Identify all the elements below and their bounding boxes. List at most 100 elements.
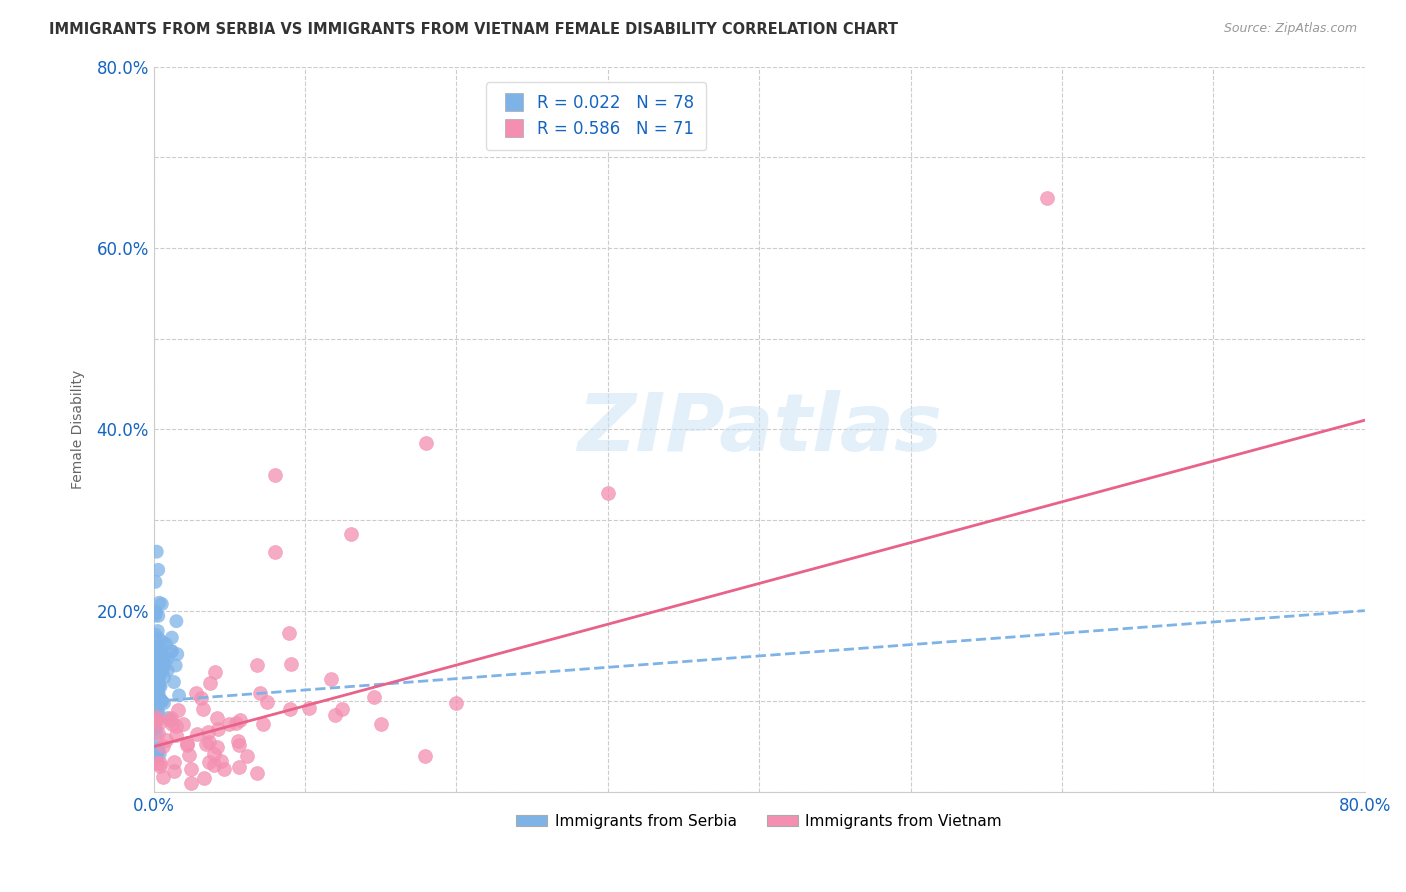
Point bbox=[212, 762, 235, 776]
Point bbox=[363, 690, 385, 704]
Point bbox=[186, 727, 208, 741]
Point bbox=[218, 717, 240, 731]
Point bbox=[249, 686, 271, 700]
Point bbox=[152, 770, 174, 784]
Point bbox=[245, 657, 267, 672]
Point bbox=[160, 645, 183, 659]
Point bbox=[252, 717, 274, 731]
Point bbox=[145, 650, 167, 665]
Point bbox=[145, 681, 167, 696]
Point bbox=[143, 640, 166, 654]
Point bbox=[277, 625, 299, 640]
Point bbox=[148, 647, 170, 661]
Point bbox=[190, 691, 212, 706]
Point bbox=[149, 747, 172, 761]
Point bbox=[152, 662, 174, 676]
Point bbox=[148, 670, 170, 684]
Point bbox=[145, 574, 167, 589]
Text: Source: ZipAtlas.com: Source: ZipAtlas.com bbox=[1223, 22, 1357, 36]
Point bbox=[160, 711, 183, 725]
Point bbox=[166, 703, 188, 717]
Point bbox=[596, 485, 619, 500]
Point bbox=[148, 744, 170, 758]
Point bbox=[148, 679, 170, 693]
Point bbox=[146, 702, 169, 716]
Point bbox=[197, 755, 219, 769]
Point bbox=[413, 748, 436, 763]
Point bbox=[176, 738, 198, 752]
Point bbox=[149, 714, 172, 729]
Point bbox=[163, 675, 186, 690]
Point bbox=[246, 766, 269, 780]
Point bbox=[163, 764, 186, 778]
Point bbox=[179, 748, 201, 763]
Point bbox=[145, 605, 167, 619]
Point bbox=[165, 614, 187, 628]
Point bbox=[160, 717, 183, 731]
Point bbox=[195, 737, 218, 751]
Point bbox=[280, 702, 302, 716]
Point bbox=[145, 690, 167, 705]
Point bbox=[150, 597, 173, 611]
Point bbox=[150, 695, 173, 709]
Point bbox=[180, 776, 202, 790]
Point bbox=[325, 707, 347, 722]
Point bbox=[143, 701, 166, 715]
Point bbox=[152, 655, 174, 669]
Point bbox=[143, 691, 166, 706]
Text: IMMIGRANTS FROM SERBIA VS IMMIGRANTS FROM VIETNAM FEMALE DISABILITY CORRELATION : IMMIGRANTS FROM SERBIA VS IMMIGRANTS FRO… bbox=[49, 22, 898, 37]
Point bbox=[148, 675, 170, 690]
Point bbox=[150, 654, 173, 668]
Point bbox=[146, 681, 169, 695]
Point bbox=[202, 747, 225, 762]
Point bbox=[204, 665, 226, 679]
Point bbox=[263, 544, 285, 558]
Point bbox=[153, 659, 176, 673]
Point bbox=[263, 467, 285, 482]
Point bbox=[149, 679, 172, 693]
Point bbox=[148, 669, 170, 683]
Point bbox=[228, 739, 250, 753]
Point bbox=[229, 713, 252, 727]
Point bbox=[146, 713, 169, 727]
Point bbox=[165, 719, 187, 733]
Point bbox=[155, 637, 177, 651]
Point bbox=[145, 640, 167, 655]
Point bbox=[207, 722, 229, 736]
Point bbox=[149, 756, 172, 771]
Point bbox=[145, 606, 167, 620]
Point bbox=[166, 647, 188, 661]
Point bbox=[145, 656, 167, 670]
Point bbox=[197, 735, 219, 749]
Point bbox=[148, 608, 170, 623]
Point bbox=[145, 710, 167, 724]
Legend: Immigrants from Serbia, Immigrants from Vietnam: Immigrants from Serbia, Immigrants from … bbox=[510, 808, 1008, 835]
Point bbox=[446, 696, 468, 710]
Point bbox=[153, 696, 176, 710]
Point bbox=[148, 663, 170, 677]
Point bbox=[149, 640, 172, 654]
Point bbox=[146, 675, 169, 690]
Point bbox=[149, 692, 172, 706]
Y-axis label: Female Disability: Female Disability bbox=[72, 369, 86, 489]
Point bbox=[205, 711, 228, 725]
Point bbox=[280, 657, 302, 671]
Point bbox=[153, 651, 176, 665]
Point bbox=[143, 722, 166, 736]
Point bbox=[165, 728, 187, 742]
Point bbox=[156, 652, 179, 666]
Point bbox=[148, 596, 170, 610]
Point bbox=[180, 762, 202, 776]
Point bbox=[415, 436, 437, 450]
Point bbox=[152, 652, 174, 666]
Point bbox=[202, 757, 225, 772]
Point bbox=[148, 742, 170, 756]
Point bbox=[146, 684, 169, 698]
Point bbox=[370, 717, 392, 731]
Text: ZIPatlas: ZIPatlas bbox=[576, 391, 942, 468]
Point bbox=[148, 563, 170, 577]
Point bbox=[236, 749, 259, 764]
Point bbox=[191, 702, 214, 716]
Point bbox=[148, 759, 170, 773]
Point bbox=[145, 544, 167, 558]
